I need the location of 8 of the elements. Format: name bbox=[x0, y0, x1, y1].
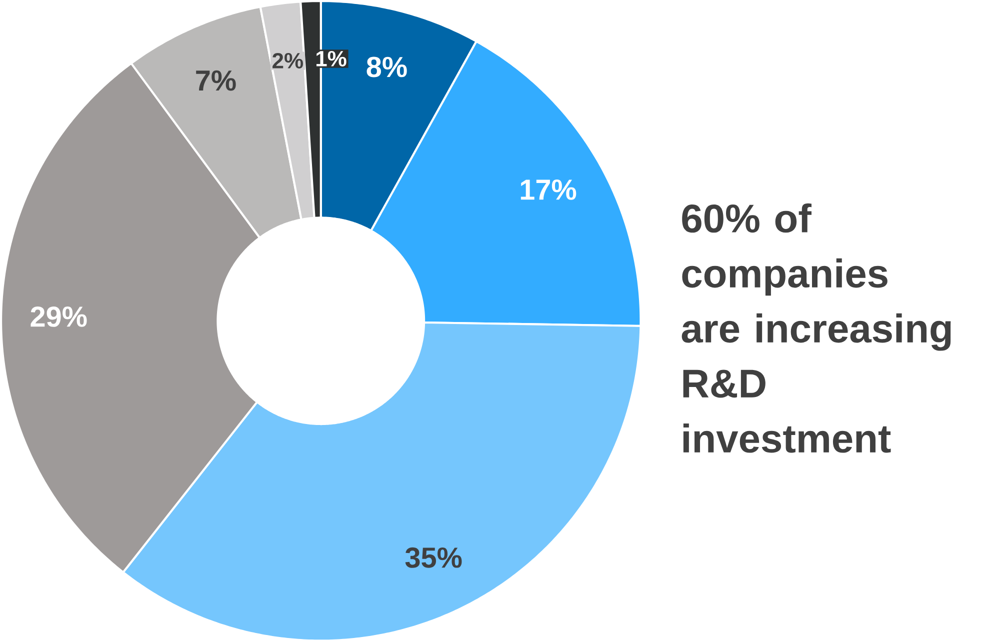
data-label: 29% bbox=[30, 306, 87, 328]
data-label: 17% bbox=[520, 180, 576, 200]
text: 60% of companies are increasing R&D investment bbox=[682, 204, 951, 453]
data-label: 7% bbox=[196, 70, 236, 91]
data-label: 1% bbox=[316, 51, 346, 67]
data-label: 2% bbox=[272, 53, 303, 69]
data-label: 8% bbox=[366, 56, 407, 78]
data-label: 35% bbox=[405, 548, 462, 568]
